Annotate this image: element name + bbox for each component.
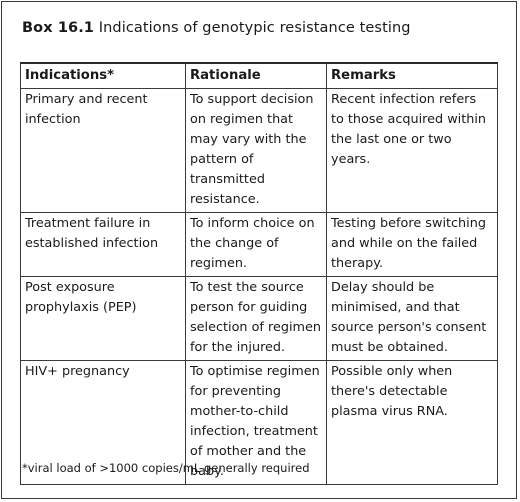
rationale-cell: To optimise regimen for preventing mothe… [185, 360, 327, 485]
table-row: Treatment failure in established infecti… [20, 212, 498, 277]
remarks-cell: Delay should be minimised, and that sour… [326, 276, 498, 361]
remarks-cell: Testing before switching and while on th… [326, 212, 498, 277]
indication-cell: Primary and recent infection [20, 88, 186, 213]
header-remarks: Remarks [326, 62, 498, 89]
rationale-cell: To inform choice on the change of regime… [185, 212, 327, 277]
box-label: Box 16.1 [22, 20, 94, 36]
rationale-cell: To test the source person for guiding se… [185, 276, 327, 361]
rationale-cell: To support decision on regimen that may … [185, 88, 327, 213]
indication-cell: Treatment failure in established infecti… [20, 212, 186, 277]
indication-cell: HIV+ pregnancy [20, 360, 186, 485]
remarks-cell: Possible only when there's detectable pl… [326, 360, 498, 485]
footnote: *viral load of >1000 copies/mL generally… [22, 461, 310, 475]
header-indications: Indications* [20, 62, 186, 89]
table-row: Post exposure prophylaxis (PEP) To test … [20, 276, 498, 361]
remarks-cell: Recent infection refers to those acquire… [326, 88, 498, 213]
header-rationale: Rationale [185, 62, 327, 89]
box-title-text: Indications of genotypic resistance test… [98, 20, 411, 36]
table-row: Primary and recent infection To support … [20, 88, 498, 213]
table-header-row: Indications* Rationale Remarks [20, 62, 498, 89]
indications-table: Indications* Rationale Remarks Primary a… [20, 62, 498, 485]
table-row: HIV+ pregnancy To optimise regimen for p… [20, 360, 498, 485]
indication-cell: Post exposure prophylaxis (PEP) [20, 276, 186, 361]
box-title: Box 16.1 Indications of genotypic resist… [22, 20, 411, 36]
